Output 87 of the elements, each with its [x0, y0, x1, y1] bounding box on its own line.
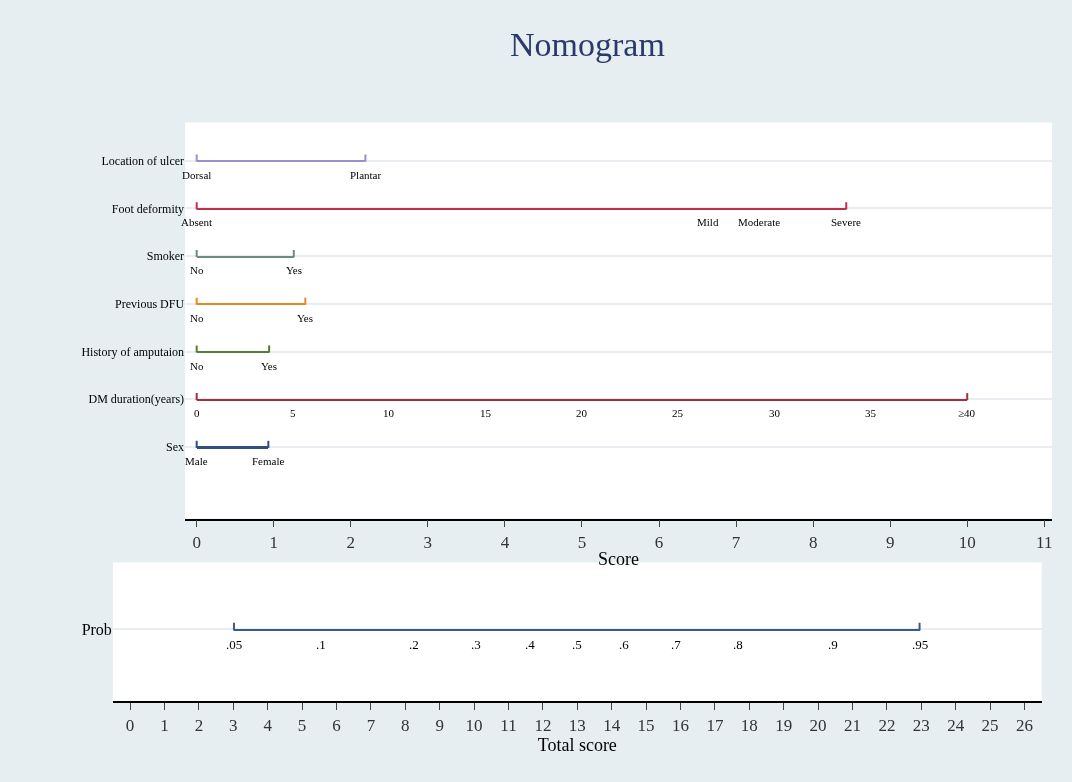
x-axis-title: Score	[598, 549, 640, 570]
x-tick-label: 1	[160, 715, 169, 735]
annotation: .8	[733, 637, 743, 652]
x-tick-label: 24	[947, 715, 965, 735]
annotation: 35	[865, 407, 877, 419]
x-tick-label: 11	[1036, 532, 1053, 552]
annotation: Male	[185, 455, 208, 467]
x-tick-label: 15	[637, 715, 655, 735]
annotation: Yes	[286, 264, 303, 276]
annotation: Yes	[261, 360, 278, 372]
x-tick-label: 9	[435, 715, 444, 735]
annotation: Yes	[297, 312, 314, 324]
x-tick-label: 8	[401, 715, 410, 735]
x-tick-label: 5	[297, 715, 307, 735]
annotation: .6	[619, 637, 630, 652]
x-tick-label: 16	[671, 715, 689, 735]
x-tick-label: 17	[706, 715, 724, 735]
bar	[197, 445, 269, 449]
y-tick-label: Smoker	[146, 249, 185, 264]
x-tick-label: 21	[843, 715, 861, 735]
x-tick-label: 13	[568, 715, 586, 735]
x-tick-label: 23	[912, 715, 930, 735]
x-tick-label: 7	[731, 532, 741, 552]
x-tick-label: 4	[263, 715, 273, 735]
annotation: 30	[769, 407, 781, 419]
annotation: .7	[671, 637, 682, 652]
x-tick-label: 20	[809, 715, 827, 735]
annotation: Plantar	[350, 169, 382, 181]
x-tick-label: 22	[878, 715, 896, 735]
x-tick-label: 12	[534, 715, 552, 735]
x-tick-label: 10	[465, 715, 483, 735]
annotation: No	[190, 312, 204, 324]
y-tick-label: Location of ulcer	[101, 153, 185, 168]
annotation: Mild	[697, 216, 719, 228]
chart-title: Nomogram	[510, 26, 665, 63]
x-tick-label: 9	[885, 532, 895, 552]
annotation: Dorsal	[182, 169, 212, 181]
annotation: Female	[252, 455, 285, 467]
x-tick-label: 26	[1015, 715, 1033, 735]
bar	[197, 302, 306, 305]
annotation: .3	[471, 637, 481, 652]
annotation: Moderate	[738, 216, 781, 228]
x-tick-label: 18	[740, 715, 758, 735]
bar	[197, 159, 366, 162]
annotation: .1	[316, 637, 326, 652]
x-tick-label: 1	[269, 532, 278, 552]
x-tick-label: 0	[125, 715, 135, 735]
y-tick-label: History of amputaion	[81, 344, 185, 359]
x-tick-label: 2	[194, 715, 204, 735]
x-tick-label: 25	[981, 715, 999, 735]
y-tick-label: Sex	[166, 440, 185, 455]
annotation: 10	[383, 407, 395, 419]
annotation: No	[190, 360, 204, 372]
annotation: .05	[226, 637, 243, 652]
y-tick-label: Previous DFU	[115, 297, 185, 312]
y-tick-label: Prob	[81, 621, 112, 639]
y-tick-label: Foot deformity	[111, 201, 185, 216]
x-tick-label: 11	[500, 715, 517, 735]
x-tick-label: 6	[332, 715, 341, 735]
annotation: .95	[912, 637, 929, 652]
x-axis-title: Total score	[537, 734, 617, 755]
annotation: ≥40	[958, 407, 976, 419]
annotation: .9	[828, 637, 838, 652]
annotation: .5	[572, 637, 582, 652]
x-tick-label: 3	[423, 532, 433, 552]
annotation: 20	[576, 407, 588, 419]
annotation: 25	[672, 407, 684, 419]
annotation: No	[190, 264, 204, 276]
x-tick-label: 10	[958, 532, 976, 552]
x-tick-label: 19	[775, 715, 793, 735]
x-tick-label: 3	[229, 715, 238, 735]
x-tick-label: 0	[192, 532, 201, 552]
annotation: Severe	[831, 216, 862, 228]
annotation: .4	[525, 637, 536, 652]
annotation: Absent	[181, 216, 213, 228]
x-tick-label: 7	[366, 715, 376, 735]
x-tick-label: 5	[577, 532, 587, 552]
x-tick-label: 8	[808, 532, 818, 552]
x-tick-label: 14	[603, 715, 621, 735]
x-tick-label: 6	[654, 532, 664, 552]
annotation: 0	[194, 407, 200, 419]
y-tick-label: DM duration(years)	[88, 392, 185, 407]
x-tick-label: 4	[500, 532, 510, 552]
annotation: 15	[480, 407, 492, 419]
annotation: 5	[290, 407, 296, 419]
x-tick-label: 2	[346, 532, 356, 552]
annotation: .2	[409, 637, 419, 652]
